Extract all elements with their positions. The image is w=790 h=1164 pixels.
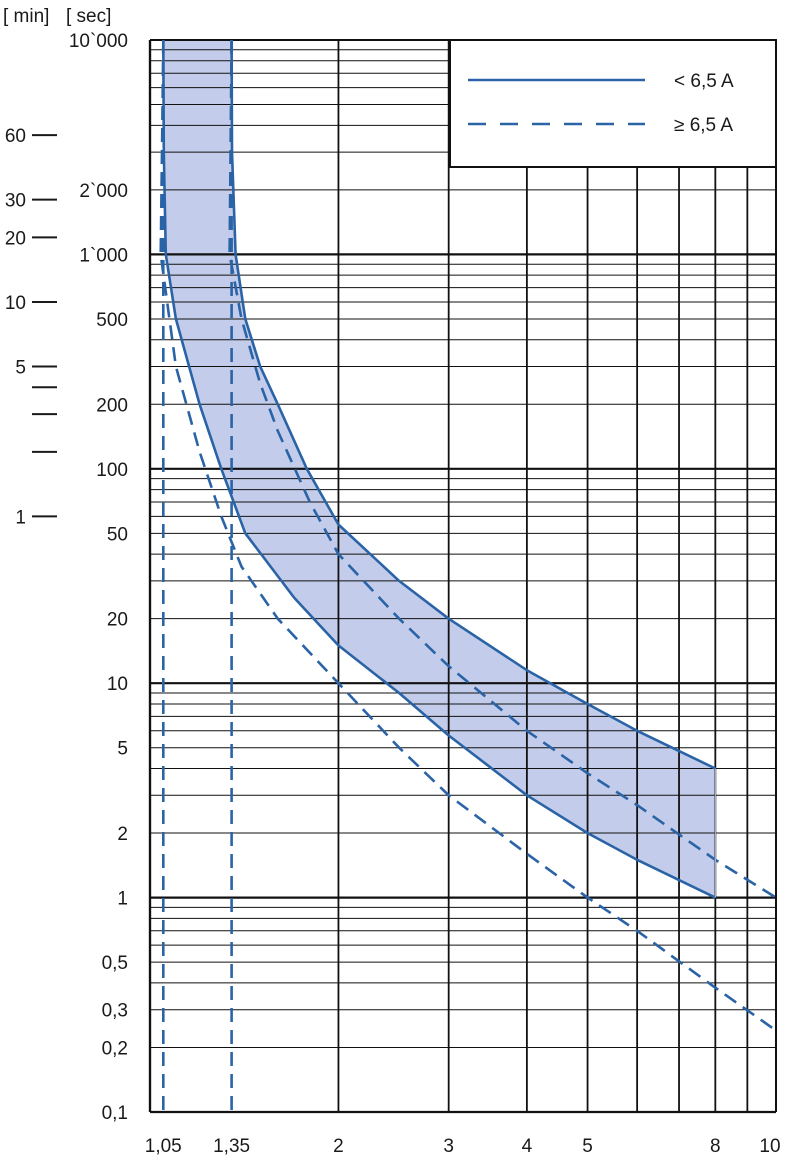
- y-tick-label: 20: [107, 610, 128, 631]
- y-tick-label: 1: [117, 889, 128, 910]
- y-tick-label: 0,1: [102, 1103, 128, 1124]
- x-tick-label: 3: [443, 1136, 454, 1157]
- minute-tick-label: 30: [5, 191, 26, 212]
- x-tick-label: 2: [333, 1136, 344, 1157]
- y-tick-label: 200: [96, 395, 128, 416]
- curve-solid-1: [230, 39, 716, 770]
- legend-box: [449, 39, 777, 168]
- y-tick-label: 1`000: [79, 245, 128, 266]
- curve-solid-0: [162, 39, 716, 899]
- minute-tick-label: 20: [5, 228, 26, 249]
- legend-label-dashed: ≥ 6,5 A: [674, 115, 733, 136]
- y-tick-label: 100: [96, 460, 128, 481]
- y-tick-label: 10: [107, 674, 128, 695]
- curves: [159, 39, 777, 1112]
- minute-tick-label: 10: [5, 293, 26, 314]
- x-tick-label: 4: [522, 1136, 533, 1157]
- minute-axis-labels: 60 30 20 10 5 1: [5, 126, 57, 528]
- y-tick-label: 10`000: [69, 31, 128, 52]
- y-axis-labels: 10`000 2`000 1`000 500 200 100 50 20 10 5 2 1 0,5 0,3…: [69, 31, 128, 1124]
- curve-dashed-2: [159, 39, 777, 1032]
- minute-tick-label: 1: [15, 507, 26, 528]
- minute-tick-label: 60: [5, 126, 26, 147]
- y-tick-label: 2`000: [79, 181, 128, 202]
- sec-axis-header: [ sec]: [66, 6, 111, 27]
- x-tick-label: 1,35: [213, 1136, 250, 1157]
- x-tick-label: 5: [582, 1136, 593, 1157]
- x-tick-label: 10: [759, 1136, 780, 1157]
- grid: [148, 39, 777, 1114]
- minute-tick-label: 5: [15, 358, 26, 379]
- y-tick-label: 50: [107, 524, 128, 545]
- y-tick-label: 500: [96, 310, 128, 331]
- x-tick-label: 1,05: [145, 1136, 182, 1157]
- y-tick-label: 2: [117, 824, 128, 845]
- x-tick-label: 8: [710, 1136, 721, 1157]
- y-tick-label: 5: [117, 739, 128, 760]
- y-tick-label: 0,2: [102, 1038, 128, 1059]
- legend: < 6,5 A ≥ 6,5 A: [449, 39, 777, 168]
- y-tick-label: 0,3: [102, 1001, 128, 1022]
- y-tick-label: 0,5: [102, 953, 128, 974]
- legend-label-solid: < 6,5 A: [674, 71, 734, 92]
- min-axis-header: [ min]: [3, 6, 49, 27]
- x-axis-labels: 1,05 1,35 2 3 4 5 8 10: [145, 1136, 781, 1157]
- curve-dashed-3: [228, 39, 777, 899]
